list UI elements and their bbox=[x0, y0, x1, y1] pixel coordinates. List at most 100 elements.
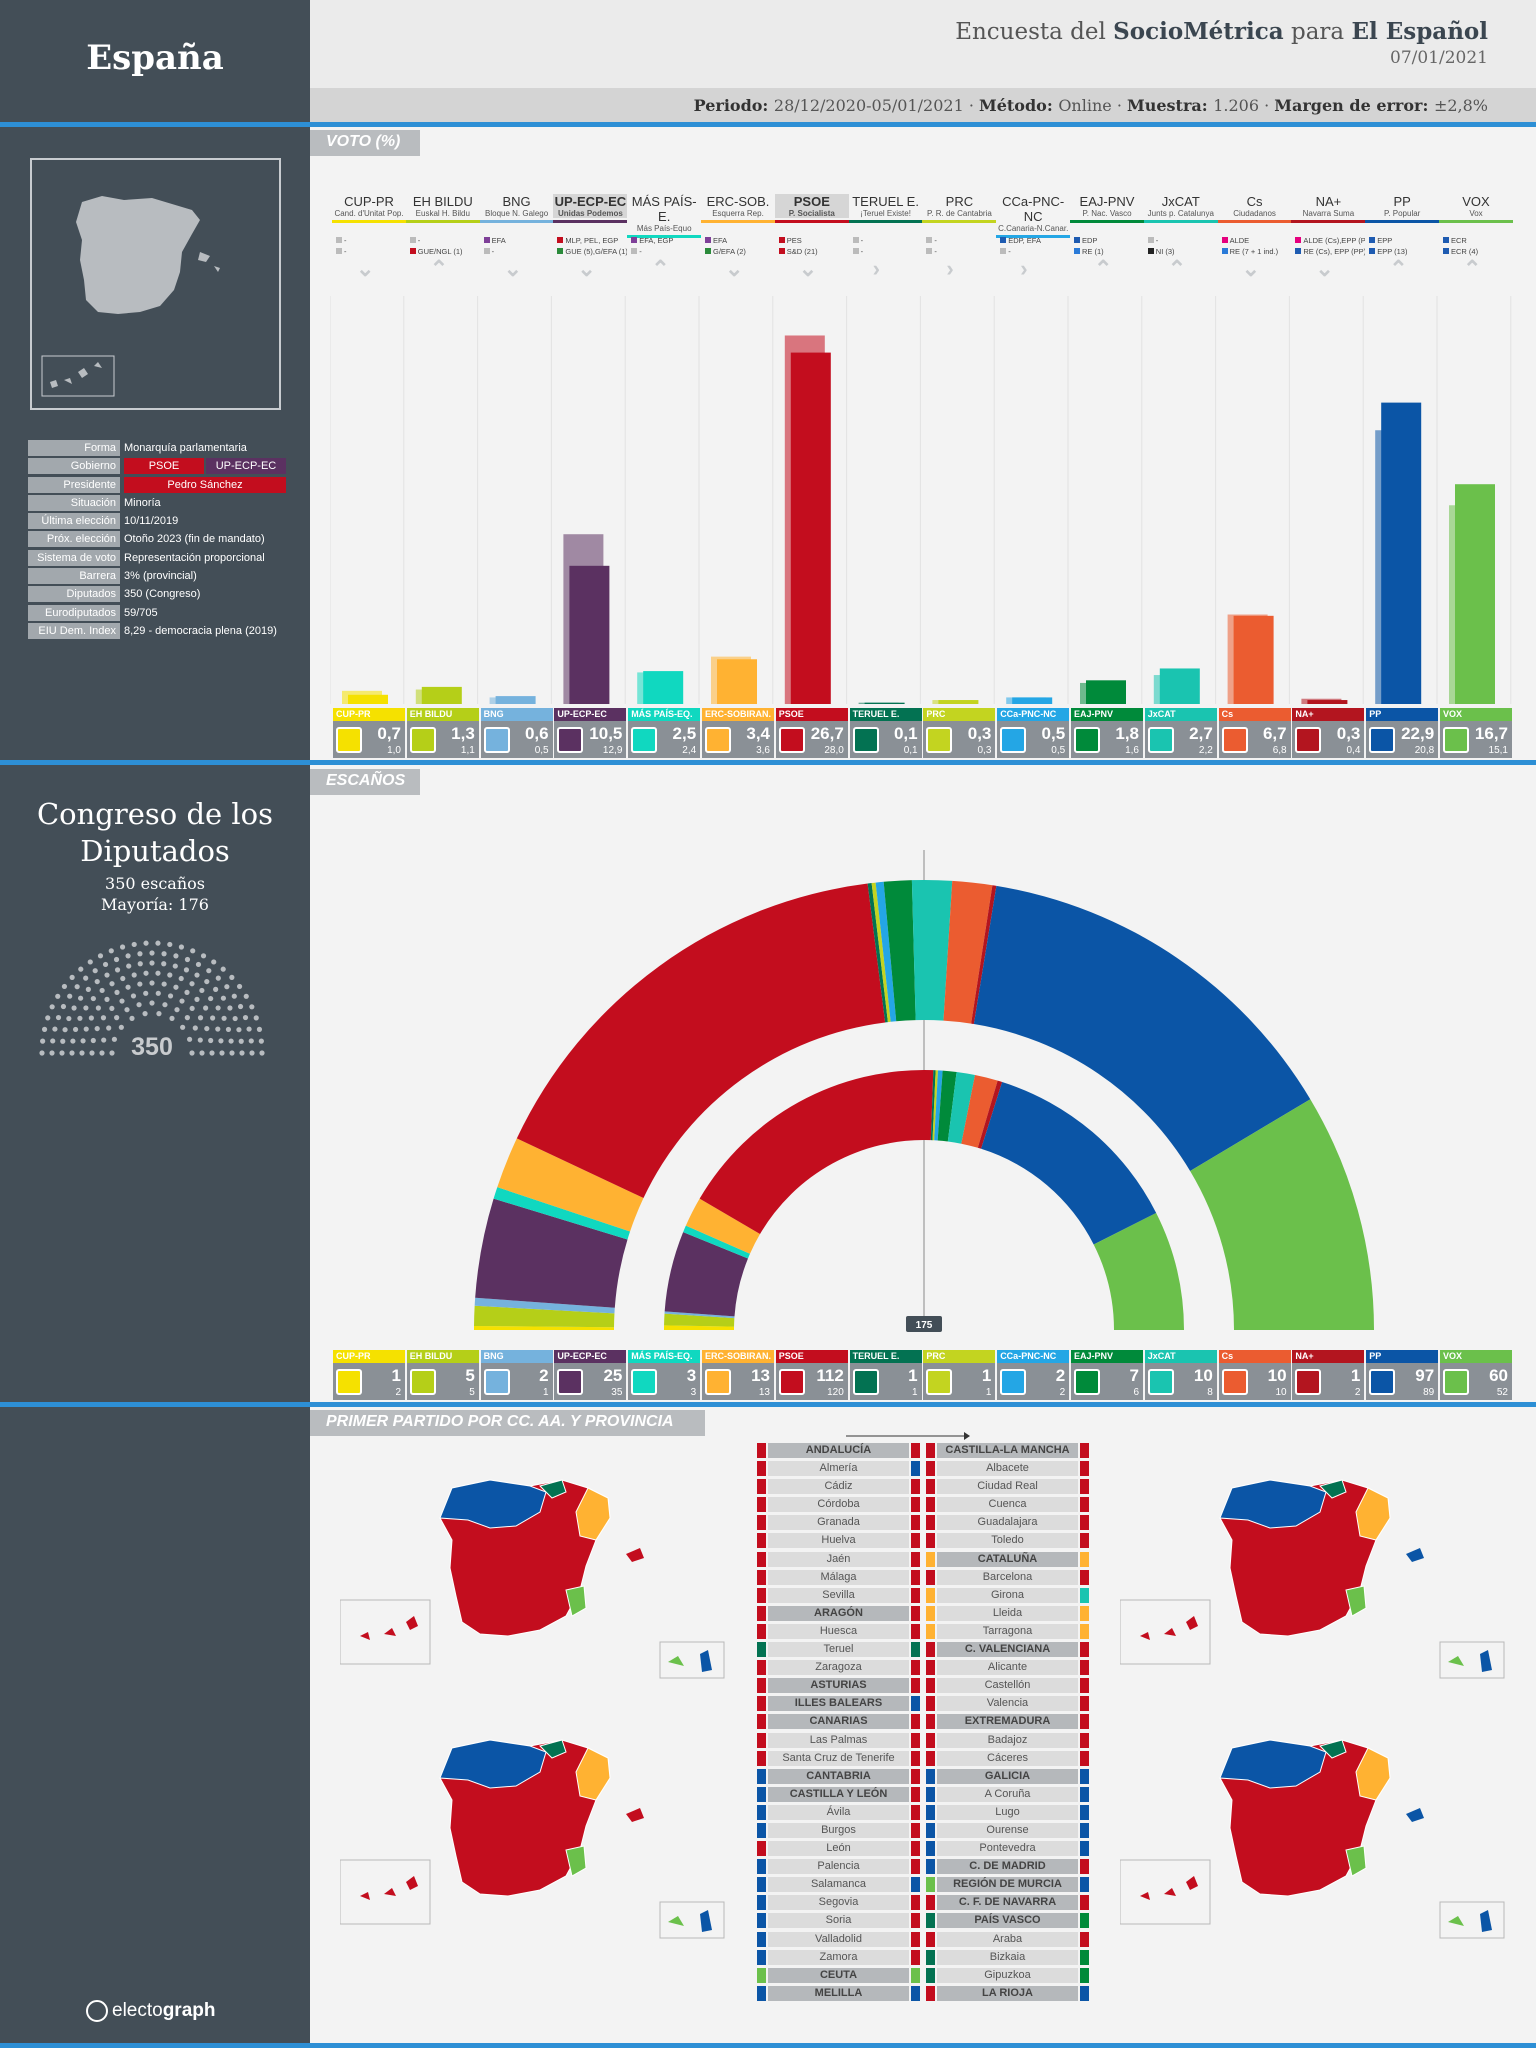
seat-dot bbox=[41, 1026, 48, 1032]
party-abbr: CCa-PNC-NC bbox=[1002, 194, 1065, 224]
info-label: Próx. elección bbox=[28, 531, 120, 548]
seat-dot bbox=[218, 1038, 224, 1044]
province-row: Alicante bbox=[926, 1659, 1091, 1677]
seat-dot bbox=[219, 1050, 225, 1056]
seat-dot bbox=[231, 993, 237, 999]
party-logo-icon bbox=[1221, 1369, 1248, 1395]
party-logo-icon bbox=[631, 727, 658, 753]
info-label: Barrera bbox=[28, 568, 120, 585]
region-header: CANARIAS bbox=[757, 1713, 922, 1731]
party-abbr: UP-ECP-EC bbox=[553, 194, 628, 209]
seat-dot bbox=[253, 1015, 259, 1021]
seat-arc-current bbox=[973, 885, 1311, 1172]
info-badge: PSOE bbox=[124, 458, 204, 475]
seat-dot bbox=[104, 972, 110, 978]
party-color-square bbox=[1080, 1623, 1089, 1639]
party-box-label: ERC-SOBIRAN. bbox=[702, 1350, 774, 1363]
congress-title: Congreso de los Diputados bbox=[36, 797, 274, 868]
party-color-line bbox=[1217, 220, 1292, 223]
party-box-previous: 1,1 bbox=[460, 745, 475, 756]
region-name: Gipuzkoa bbox=[937, 1967, 1078, 1983]
alliance-text: EFA bbox=[491, 236, 506, 245]
bar-current bbox=[348, 694, 388, 704]
party-result-box: ERC-SOBIRAN. 13 13 bbox=[702, 1350, 774, 1400]
trend-chevron-icon: ⌃ bbox=[1094, 256, 1113, 281]
region-name: Girona bbox=[937, 1587, 1078, 1603]
info-value: 8,29 - democracia plena (2019) bbox=[124, 624, 277, 637]
region-name: Zamora bbox=[768, 1949, 909, 1965]
trend-chevron-icon: ⌄ bbox=[356, 256, 375, 281]
province-row: Córdoba bbox=[757, 1496, 922, 1514]
party-color-square bbox=[926, 1750, 935, 1766]
seat-dot bbox=[71, 1005, 77, 1011]
seat-dot bbox=[178, 975, 184, 982]
seat-dot bbox=[100, 1015, 107, 1021]
party-box-label: PSOE bbox=[775, 708, 848, 721]
party-logo-icon bbox=[705, 727, 731, 753]
party-box-previous: 2 bbox=[1059, 1387, 1066, 1398]
seat-dot bbox=[174, 1007, 180, 1013]
party-logo-icon bbox=[1000, 727, 1027, 753]
ceuta-melilla-inset bbox=[1439, 1641, 1505, 1679]
seat-arc-previous bbox=[699, 1070, 934, 1235]
alliance-color bbox=[705, 248, 711, 254]
info-row: Barrera 3% (provincial) bbox=[28, 568, 288, 586]
map-ceuta bbox=[668, 1916, 684, 1926]
party-color-square bbox=[1080, 1822, 1089, 1838]
seat-dot bbox=[89, 1050, 95, 1056]
seat-dot bbox=[118, 1024, 124, 1030]
seat-arc-current bbox=[474, 1297, 615, 1314]
seat-arc-previous bbox=[937, 1070, 957, 1142]
party-box-previous: 15,1 bbox=[1488, 745, 1508, 756]
region-header: CASTILLA Y LEÓN bbox=[757, 1786, 922, 1804]
province-row: Soria bbox=[757, 1912, 922, 1930]
seat-arc-current bbox=[516, 883, 886, 1199]
party-color-line bbox=[701, 220, 775, 223]
party-box-label: MÁS PAÍS-EQ. bbox=[628, 708, 701, 721]
party-box-previous: 1 bbox=[912, 1387, 918, 1398]
region-name: ASTURIAS bbox=[768, 1678, 909, 1694]
region-name: C. F. DE NAVARRA bbox=[937, 1895, 1078, 1911]
map-balearic bbox=[626, 1548, 644, 1562]
party-box-value: 10 bbox=[1193, 1366, 1213, 1385]
party-color-square bbox=[926, 1804, 935, 1820]
party-color-square bbox=[911, 1678, 920, 1694]
party-color-square bbox=[911, 1569, 920, 1585]
region-name: LA RIOJA bbox=[937, 1985, 1078, 2001]
party-abbr: JxCAT bbox=[1161, 194, 1200, 209]
province-row: Las Palmas bbox=[757, 1732, 922, 1750]
info-row: Última elección 10/11/2019 bbox=[28, 513, 288, 531]
party-box-label: BNG bbox=[480, 1350, 553, 1363]
seat-dot bbox=[149, 980, 155, 986]
party-alliance: RE (1) bbox=[1074, 247, 1144, 257]
party-color-square bbox=[1080, 1877, 1089, 1893]
seat-dot bbox=[80, 1038, 86, 1044]
party-color-square bbox=[757, 1605, 766, 1621]
province-row: Valencia bbox=[926, 1695, 1091, 1713]
party-box-label: JxCAT bbox=[1144, 1350, 1217, 1363]
alliance-color bbox=[631, 248, 638, 254]
seat-dot bbox=[208, 1037, 214, 1044]
party-box-label: CUP-PR bbox=[333, 1350, 405, 1363]
party-alliance: EFA bbox=[705, 236, 775, 246]
party-color-square bbox=[911, 1443, 920, 1458]
majority-badge bbox=[906, 1316, 942, 1332]
region-name: Castellón bbox=[937, 1678, 1078, 1694]
region-header: CEUTA bbox=[757, 1967, 922, 1985]
party-name: P. Socialista bbox=[774, 209, 849, 218]
party-box-value: 10 bbox=[1267, 1366, 1287, 1385]
alliance-text: RE (Cs), EPP (PP) bbox=[1303, 247, 1366, 256]
party-alliance: MLP, PEL, EGP bbox=[557, 236, 627, 246]
party-color-square bbox=[757, 1750, 766, 1766]
party-box-value: 25 bbox=[603, 1366, 623, 1385]
party-color-square bbox=[757, 1533, 766, 1549]
seat-dot bbox=[256, 1026, 263, 1032]
party-color-square bbox=[926, 1913, 935, 1929]
bar-current bbox=[1086, 680, 1126, 704]
alliance-color bbox=[1147, 248, 1154, 254]
party-logo-icon bbox=[409, 727, 436, 753]
map-canary bbox=[360, 1616, 418, 1640]
region-name: Las Palmas bbox=[768, 1732, 909, 1748]
party-color-square bbox=[911, 1623, 920, 1639]
